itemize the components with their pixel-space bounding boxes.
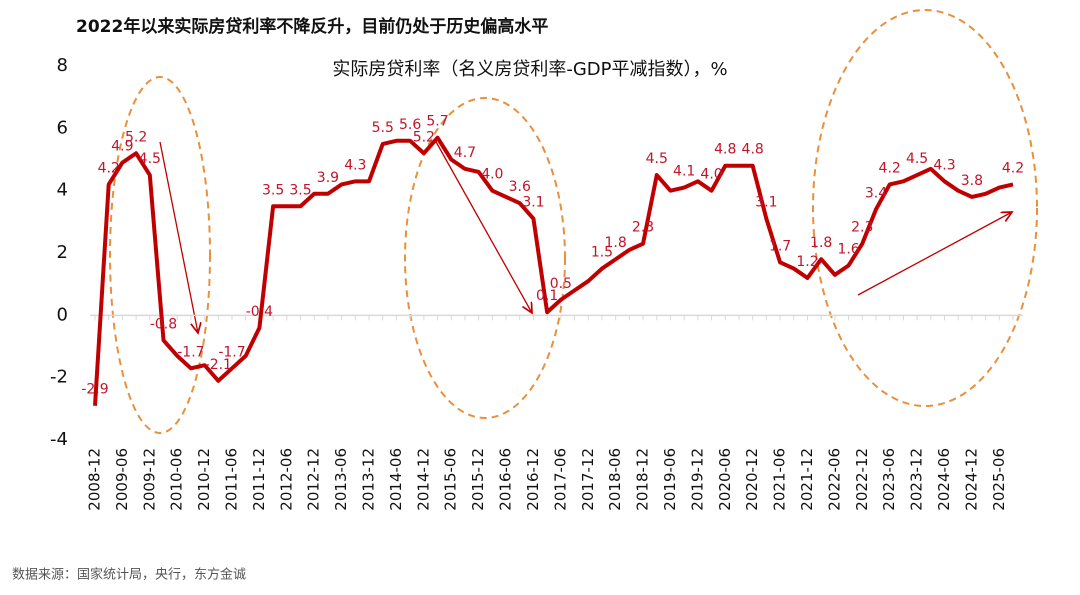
trend-arrow <box>857 212 1012 296</box>
x-tick-label: 2012-12 <box>305 448 323 511</box>
data-label: 4.5 <box>139 151 161 167</box>
chart-subtitle: 实际房贷利率（名义房贷利率-GDP平减指数），% <box>332 59 727 80</box>
data-label: 4.5 <box>646 151 668 167</box>
data-label: 4.0 <box>700 167 722 183</box>
x-tick-label: 2019-06 <box>661 448 679 511</box>
data-label: 3.4 <box>865 185 887 201</box>
data-label: 1.8 <box>810 235 832 251</box>
data-label: -2.1 <box>205 357 232 373</box>
data-label: 0.5 <box>550 276 572 292</box>
data-label: 3.1 <box>522 195 544 211</box>
x-tick-label: 2010-12 <box>195 448 213 511</box>
x-tick-label: 2024-06 <box>935 448 953 511</box>
data-label: -2.9 <box>81 382 108 398</box>
x-tick-label: 2009-12 <box>140 448 158 511</box>
data-label: 3.6 <box>509 179 531 195</box>
data-label: 5.6 <box>399 117 421 133</box>
highlight-ellipse <box>404 97 566 419</box>
data-label: 1.7 <box>769 238 791 254</box>
data-label: 3.5 <box>262 182 284 198</box>
data-label: 2.3 <box>632 220 654 236</box>
x-tick-label: 2014-06 <box>387 448 405 511</box>
x-tick-label: 2021-06 <box>771 448 789 511</box>
x-tick-label: 2018-12 <box>634 448 652 511</box>
y-tick-label: 0 <box>57 304 68 325</box>
data-label: 4.2 <box>879 160 901 176</box>
data-label: 1.5 <box>591 245 613 261</box>
data-label: 3.5 <box>289 182 311 198</box>
x-tick-label: 2010-06 <box>168 448 186 511</box>
data-label: 4.3 <box>933 157 955 173</box>
data-label: 5.7 <box>426 114 448 130</box>
x-tick-label: 2008-12 <box>86 448 104 511</box>
x-tick-label: 2023-06 <box>880 448 898 511</box>
x-tick-label: 2011-06 <box>223 448 241 511</box>
x-tick-label: 2017-12 <box>579 448 597 511</box>
data-label: 1.2 <box>796 254 818 270</box>
data-label: 0.1 <box>536 288 558 304</box>
x-tick-label: 2015-06 <box>442 448 460 511</box>
data-label: -0.4 <box>246 304 273 320</box>
y-tick-label: 6 <box>57 117 68 138</box>
data-label: 5.2 <box>413 129 435 145</box>
data-label: 1.6 <box>837 241 859 257</box>
y-tick-label: -4 <box>50 429 68 450</box>
y-tick-label: 8 <box>57 55 68 76</box>
x-tick-label: 2017-06 <box>551 448 569 511</box>
data-label: -0.8 <box>150 316 177 332</box>
chart-title: 2022年以来实际房贷利率不降反升，目前仍处于历史偏高水平 <box>76 16 548 37</box>
x-tick-label: 2018-06 <box>606 448 624 511</box>
data-label: 4.9 <box>111 139 133 155</box>
x-tick-label: 2016-12 <box>524 448 542 511</box>
trend-arrow <box>159 141 198 333</box>
data-label: -1.7 <box>218 344 245 360</box>
x-tick-label: 2019-12 <box>688 448 706 511</box>
y-tick-label: 2 <box>57 242 68 263</box>
data-label: 4.8 <box>714 142 736 158</box>
data-label: -1.7 <box>177 344 204 360</box>
x-tick-label: 2020-12 <box>743 448 761 511</box>
x-tick-label: 2015-12 <box>469 448 487 511</box>
x-tick-label: 2022-06 <box>825 448 843 511</box>
highlight-ellipse <box>109 76 211 434</box>
data-line <box>93 135 1014 406</box>
x-tick-label: 2009-06 <box>113 448 131 511</box>
data-label: 4.1 <box>673 164 695 180</box>
y-tick-label: 4 <box>57 180 68 201</box>
data-label: 3.1 <box>755 195 777 211</box>
data-label: 1.8 <box>605 235 627 251</box>
data-label: 2.3 <box>851 220 873 236</box>
data-label: 4.8 <box>742 142 764 158</box>
x-tick-label: 2020-06 <box>716 448 734 511</box>
x-tick-label: 2021-12 <box>798 448 816 511</box>
data-label: 4.2 <box>1002 160 1024 176</box>
data-label: 4.2 <box>98 160 120 176</box>
data-label: 4.7 <box>454 145 476 161</box>
x-tick-label: 2022-12 <box>853 448 871 511</box>
x-tick-label: 2016-06 <box>497 448 515 511</box>
x-tick-label: 2011-12 <box>250 448 268 511</box>
data-label: 3.8 <box>961 173 983 189</box>
x-tick-label: 2012-06 <box>277 448 295 511</box>
data-label: 4.5 <box>906 151 928 167</box>
data-label: 5.2 <box>125 129 147 145</box>
data-label: 4.3 <box>344 157 366 173</box>
trend-arrow <box>434 139 532 313</box>
x-tick-label: 2013-06 <box>332 448 350 511</box>
data-label: 3.9 <box>317 170 339 186</box>
y-tick-label: -2 <box>50 367 68 388</box>
data-label: 4.0 <box>481 167 503 183</box>
highlight-ellipse <box>812 9 1038 407</box>
x-tick-label: 2014-12 <box>414 448 432 511</box>
source-note: 数据来源：国家统计局，央行，东方金诚 <box>12 567 246 583</box>
x-tick-label: 2024-12 <box>962 448 980 511</box>
data-label: 5.5 <box>372 120 394 136</box>
x-tick-label: 2013-12 <box>360 448 378 511</box>
x-tick-label: 2023-12 <box>908 448 926 511</box>
x-tick-label: 2025-06 <box>990 448 1008 511</box>
